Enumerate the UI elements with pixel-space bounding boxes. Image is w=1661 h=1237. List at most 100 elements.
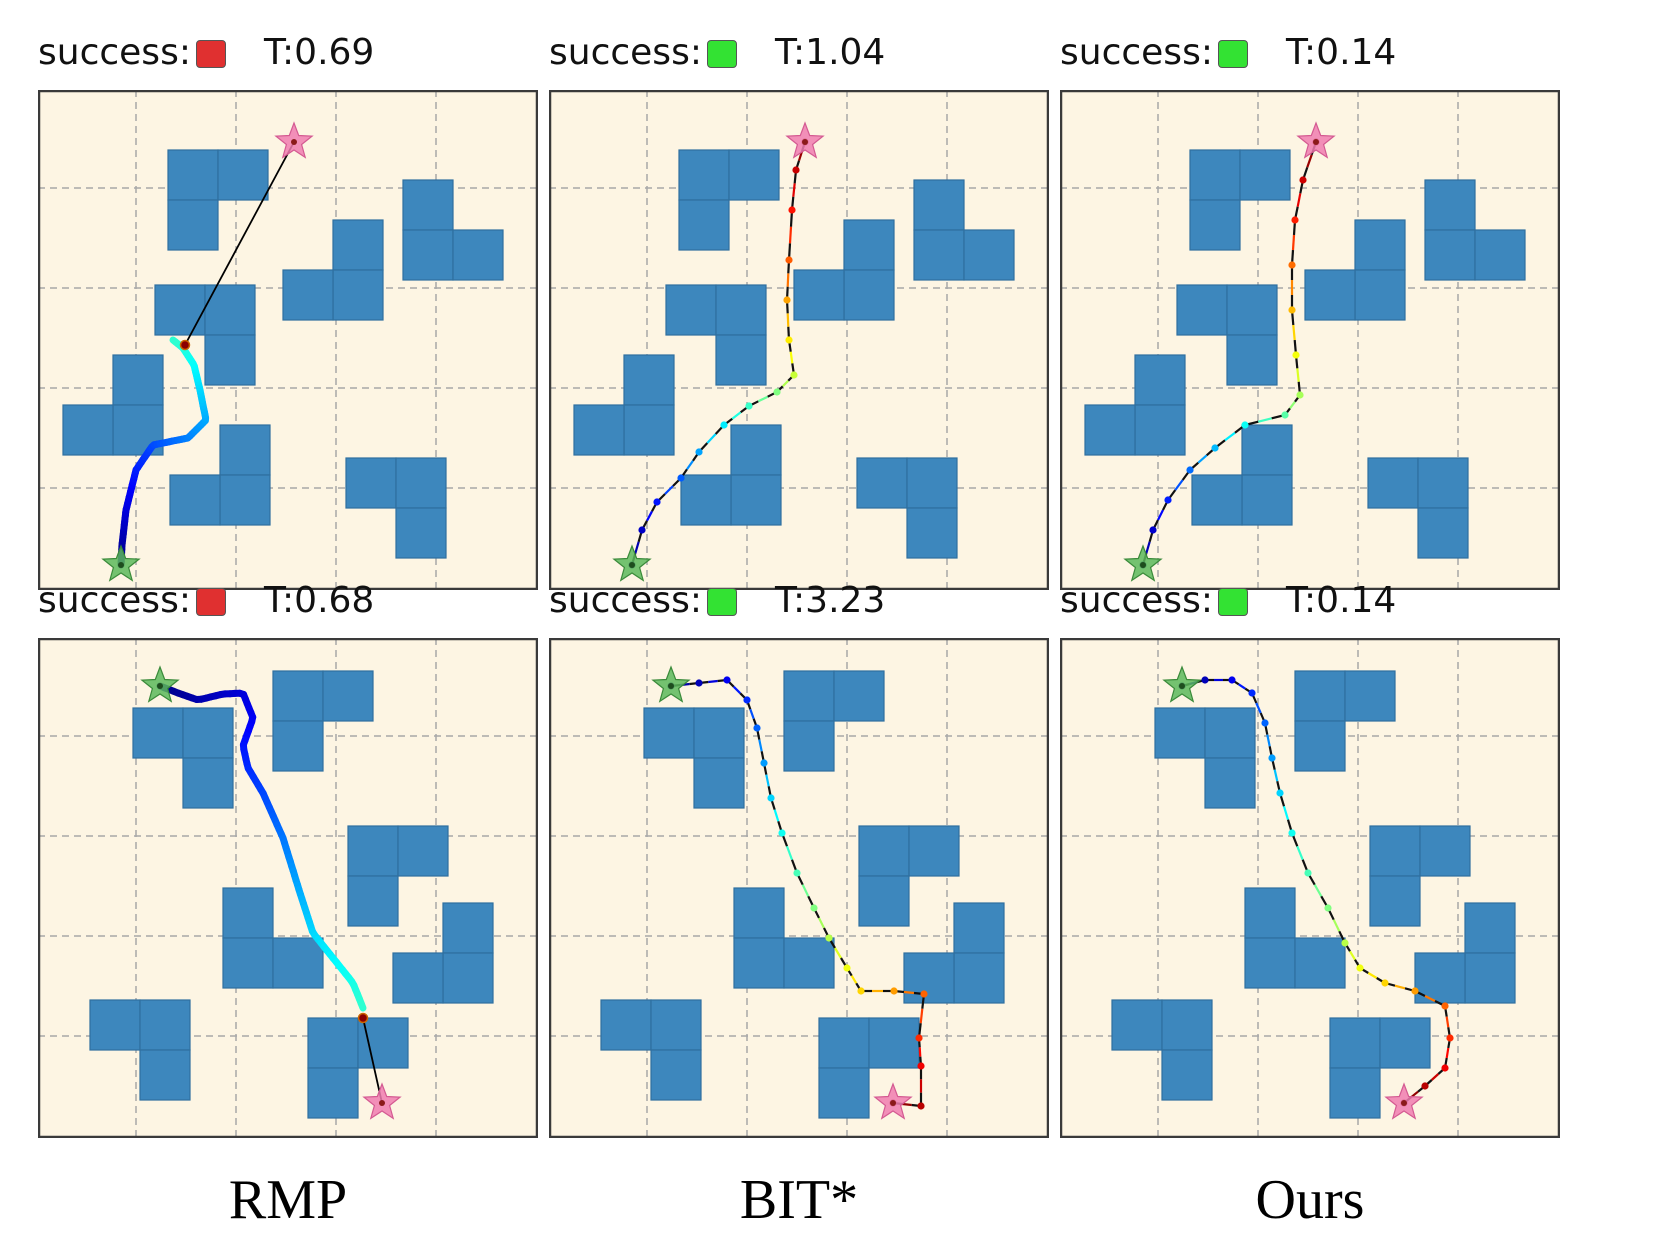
path-segment	[664, 485, 674, 495]
obstacle-block	[643, 707, 695, 759]
obstacle-block	[793, 269, 845, 321]
plot-area	[38, 90, 538, 590]
obstacle-block	[282, 269, 334, 321]
plot-area	[549, 638, 1049, 1138]
plot-background	[549, 90, 1049, 590]
path-segment	[786, 313, 790, 327]
obstacle-block	[1134, 354, 1186, 406]
path-segment	[1313, 884, 1323, 897]
path-segment	[786, 273, 790, 287]
path-waypoint	[785, 256, 793, 264]
path-segment	[903, 990, 915, 995]
obstacle-block	[730, 424, 782, 476]
obstacle-block	[573, 404, 625, 456]
path-segment	[749, 708, 755, 720]
obstacle-block	[715, 334, 767, 386]
obstacle-block	[1154, 707, 1206, 759]
path-segment	[706, 433, 717, 444]
start-point	[668, 683, 674, 689]
path-segment	[686, 460, 694, 470]
obstacle-block	[139, 999, 191, 1051]
obstacle-block	[1419, 825, 1471, 877]
start-point	[1179, 683, 1185, 689]
success-indicator	[1218, 588, 1248, 616]
path-segment	[1197, 454, 1208, 464]
obstacle-block	[913, 229, 965, 281]
path-segment	[731, 411, 742, 420]
obstacle-block	[913, 179, 965, 231]
path-waypoint	[1441, 1064, 1449, 1072]
path-segment	[1296, 193, 1302, 207]
path-segment	[1224, 431, 1236, 442]
goal-point	[802, 139, 808, 145]
obstacle-block	[1204, 707, 1256, 759]
path-segment	[757, 395, 769, 403]
obstacle-block	[868, 1017, 920, 1069]
obstacle-block	[222, 887, 274, 939]
obstacle-block	[402, 179, 454, 231]
path-waypoint	[745, 402, 753, 410]
obstacle-block	[1354, 269, 1406, 321]
path-waypoint	[1288, 829, 1296, 837]
plot-area	[1060, 638, 1560, 1138]
path-waypoint	[1149, 526, 1157, 534]
success-label: success:	[549, 580, 702, 621]
obstacle-block	[733, 887, 785, 939]
panel-ours-bottom: success: T:0.14	[1060, 572, 1560, 1138]
obstacle-block	[112, 354, 164, 406]
obstacle-block	[833, 670, 885, 722]
obstacle-block	[1417, 507, 1469, 559]
goal-connector-line	[184, 141, 295, 346]
start-point	[157, 683, 163, 689]
path-waypoint	[1324, 904, 1332, 912]
obstacle-block	[452, 229, 504, 281]
obstacle-block	[132, 707, 184, 759]
obstacle-block	[906, 457, 958, 509]
path-segment	[801, 884, 810, 897]
obstacle-block	[442, 902, 494, 954]
path-segment	[1394, 984, 1406, 990]
caption-ours: Ours	[1255, 1169, 1365, 1231]
path-segment	[1367, 972, 1378, 979]
obstacle-block	[1134, 404, 1186, 456]
panel-bit-bottom: success: T:3.23	[549, 572, 1049, 1138]
obstacle-block	[843, 219, 895, 271]
path-segment	[1258, 417, 1272, 423]
path-waypoint	[743, 696, 751, 704]
path-waypoint	[1268, 754, 1276, 762]
obstacle-block	[204, 334, 256, 386]
path-waypoint	[773, 388, 781, 396]
path-waypoint	[1291, 216, 1299, 224]
path-segment	[758, 739, 763, 752]
obstacle-block	[219, 474, 271, 526]
path-waypoint	[1228, 676, 1236, 684]
obstacle-block	[623, 354, 675, 406]
path-segment	[1430, 1073, 1440, 1081]
obstacle-block	[1294, 670, 1346, 722]
path-waypoint	[1381, 979, 1389, 987]
caption-rmp: RMP	[228, 1169, 348, 1231]
path-segment	[773, 809, 780, 822]
path-segment	[1445, 1047, 1450, 1059]
obstacle-block	[332, 219, 384, 271]
path-segment	[646, 510, 653, 522]
path-waypoint	[788, 206, 796, 214]
obstacle-block	[650, 999, 702, 1051]
path-waypoint	[753, 724, 761, 732]
success-label: success:	[1060, 32, 1213, 73]
plot-frame	[1060, 638, 1560, 1138]
path-waypoint	[1288, 261, 1296, 269]
path-segment	[1296, 368, 1300, 382]
obstacle-block	[62, 404, 114, 456]
path-waypoint	[917, 1062, 925, 1070]
obstacle-block	[167, 149, 219, 201]
path-segment	[792, 183, 796, 197]
goal-point	[1313, 139, 1319, 145]
obstacle-block	[623, 404, 675, 456]
obstacle-block	[1344, 670, 1396, 722]
obstacle-block	[856, 457, 908, 509]
goal-point	[1401, 1100, 1407, 1106]
plot-frame	[549, 90, 1049, 590]
path-waypoint	[1341, 939, 1349, 947]
obstacle-block	[650, 1049, 702, 1101]
